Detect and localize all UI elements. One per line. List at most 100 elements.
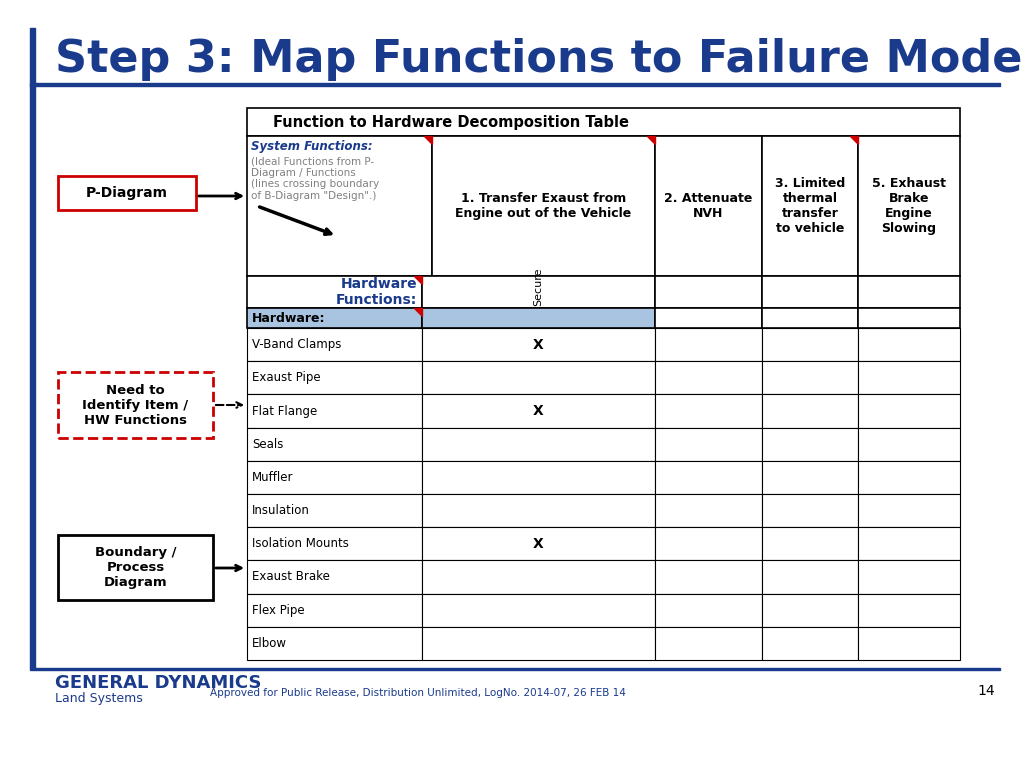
Polygon shape xyxy=(424,136,432,144)
Bar xyxy=(422,428,655,461)
FancyBboxPatch shape xyxy=(58,176,196,210)
Bar xyxy=(762,494,858,527)
Text: X: X xyxy=(534,404,544,418)
Bar xyxy=(858,561,961,594)
Bar xyxy=(247,494,422,527)
Text: X: X xyxy=(534,537,544,551)
Bar xyxy=(655,594,762,627)
Bar xyxy=(247,108,961,136)
Bar xyxy=(247,308,422,328)
Text: Isolation Mounts: Isolation Mounts xyxy=(252,538,349,551)
Text: P-Diagram: P-Diagram xyxy=(86,186,168,200)
Bar xyxy=(247,276,422,308)
Bar xyxy=(762,308,858,328)
Text: Function to Hardware Decomposition Table: Function to Hardware Decomposition Table xyxy=(273,114,629,130)
Bar xyxy=(858,276,961,308)
Text: 1. Transfer Exaust from
Engine out of the Vehicle: 1. Transfer Exaust from Engine out of th… xyxy=(456,192,632,220)
Text: Approved for Public Release, Distribution Unlimited, LogNo. 2014-07, 26 FEB 14: Approved for Public Release, Distributio… xyxy=(210,688,626,698)
Bar xyxy=(655,361,762,395)
Bar xyxy=(422,395,655,428)
Bar xyxy=(762,527,858,561)
Text: Seals: Seals xyxy=(252,438,284,451)
Bar xyxy=(655,494,762,527)
Bar xyxy=(762,328,858,361)
Bar xyxy=(422,561,655,594)
Bar xyxy=(247,461,422,494)
Bar xyxy=(858,428,961,461)
Bar xyxy=(655,561,762,594)
Text: 5. Exhaust
Brake
Engine
Slowing: 5. Exhaust Brake Engine Slowing xyxy=(872,177,946,235)
FancyBboxPatch shape xyxy=(58,372,213,438)
Bar xyxy=(762,428,858,461)
Bar xyxy=(858,594,961,627)
Text: System Functions:: System Functions: xyxy=(251,140,373,153)
Text: Boundary /
Process
Diagram: Boundary / Process Diagram xyxy=(95,546,176,589)
Bar xyxy=(247,561,422,594)
Bar xyxy=(762,461,858,494)
FancyBboxPatch shape xyxy=(58,535,213,600)
Bar xyxy=(247,136,432,276)
Bar xyxy=(30,28,35,668)
Text: 3. Limited
thermal
transfer
to vehicle: 3. Limited thermal transfer to vehicle xyxy=(775,177,845,235)
Bar xyxy=(422,461,655,494)
Polygon shape xyxy=(414,308,422,316)
Bar xyxy=(762,361,858,395)
Bar xyxy=(762,136,858,276)
Bar xyxy=(655,276,762,308)
Text: 2. Attenuate
NVH: 2. Attenuate NVH xyxy=(665,192,753,220)
Text: Flex Pipe: Flex Pipe xyxy=(252,604,304,617)
Text: Need to
Identify Item /
HW Functions: Need to Identify Item / HW Functions xyxy=(83,383,188,426)
Bar xyxy=(762,594,858,627)
Bar xyxy=(30,668,1000,670)
Bar xyxy=(432,136,655,276)
Bar xyxy=(858,328,961,361)
Bar xyxy=(858,527,961,561)
Bar xyxy=(247,594,422,627)
Bar xyxy=(247,395,422,428)
Text: Flat Flange: Flat Flange xyxy=(252,405,317,418)
Bar xyxy=(655,328,762,361)
Text: Secure: Secure xyxy=(534,268,544,306)
Text: Step 3: Map Functions to Failure Modes: Step 3: Map Functions to Failure Modes xyxy=(55,38,1024,81)
Bar xyxy=(422,627,655,660)
Text: Hardware
Functions:: Hardware Functions: xyxy=(336,277,417,307)
Text: Muffler: Muffler xyxy=(252,471,294,484)
Bar xyxy=(655,527,762,561)
Bar xyxy=(422,527,655,561)
Bar xyxy=(762,627,858,660)
Text: Hardware:: Hardware: xyxy=(252,312,326,325)
Text: Insulation: Insulation xyxy=(252,504,310,517)
Bar xyxy=(422,276,655,308)
Bar xyxy=(655,461,762,494)
Text: X: X xyxy=(534,338,544,352)
Bar xyxy=(655,136,762,276)
Text: V-Band Clamps: V-Band Clamps xyxy=(252,338,341,351)
Bar xyxy=(422,594,655,627)
Bar xyxy=(655,395,762,428)
Bar xyxy=(762,276,858,308)
Bar xyxy=(247,361,422,395)
Bar xyxy=(858,308,961,328)
Bar xyxy=(247,428,422,461)
Text: Exaust Pipe: Exaust Pipe xyxy=(252,371,321,384)
Bar xyxy=(247,627,422,660)
Text: 14: 14 xyxy=(977,684,995,698)
Bar xyxy=(858,136,961,276)
Bar xyxy=(422,308,655,328)
Text: Exaust Brake: Exaust Brake xyxy=(252,571,330,584)
Bar xyxy=(655,428,762,461)
Bar xyxy=(858,494,961,527)
Bar xyxy=(422,361,655,395)
Polygon shape xyxy=(414,276,422,284)
Bar xyxy=(422,328,655,361)
Text: GENERAL DYNAMICS: GENERAL DYNAMICS xyxy=(55,674,261,692)
Bar xyxy=(858,395,961,428)
Bar xyxy=(858,461,961,494)
Bar xyxy=(858,627,961,660)
Bar xyxy=(247,328,422,361)
Text: Elbow: Elbow xyxy=(252,637,287,650)
Bar xyxy=(655,308,762,328)
Bar xyxy=(422,494,655,527)
Bar xyxy=(762,395,858,428)
Bar xyxy=(655,627,762,660)
